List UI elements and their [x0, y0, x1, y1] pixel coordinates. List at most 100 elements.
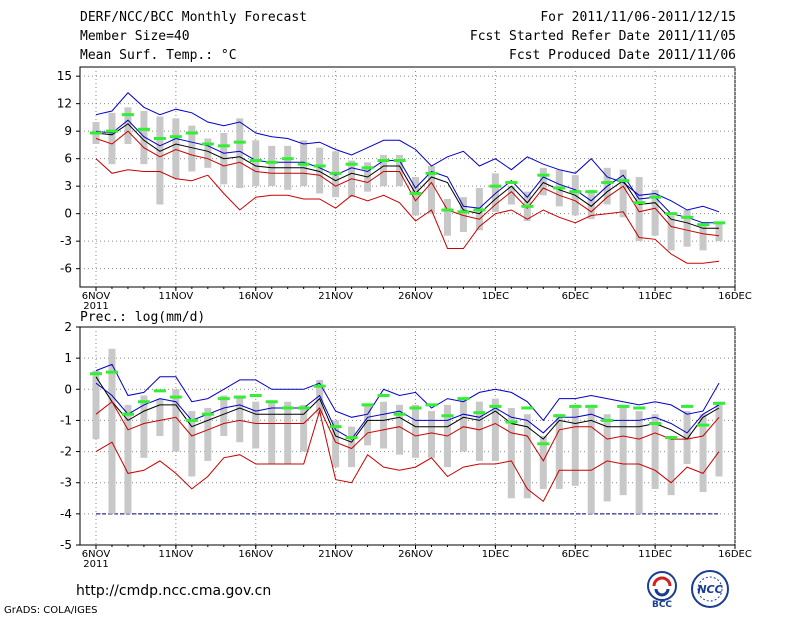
spread-box: [236, 395, 244, 443]
spread-box: [587, 407, 595, 514]
series-line-upper: [95, 119, 719, 224]
observed-mark: [233, 140, 246, 144]
observed-mark: [265, 160, 278, 164]
observed-mark: [425, 171, 438, 175]
panel-title: Prec.: log(mm/d): [80, 310, 205, 325]
spread-box: [683, 411, 691, 465]
series-line-upper: [95, 382, 720, 440]
grads-credit: GrADS: COLA/IGES: [4, 605, 98, 616]
spread-box: [348, 426, 356, 468]
y-tick-label: 0: [64, 207, 72, 221]
spread-box: [507, 186, 515, 205]
observed-mark: [345, 436, 358, 440]
spread-box: [715, 401, 723, 477]
observed-mark: [617, 179, 630, 183]
observed-mark: [697, 423, 710, 427]
observed-mark: [361, 403, 374, 407]
y-tick-label: -6: [60, 262, 72, 276]
spread-box: [300, 404, 308, 452]
observed-mark: [553, 186, 566, 190]
x-tick-label: 6NOV: [82, 291, 111, 302]
observed-mark: [409, 192, 422, 195]
spread-box: [491, 398, 499, 461]
spread-box: [555, 414, 563, 489]
observed-mark: [217, 397, 230, 401]
spread-box: [332, 420, 340, 468]
observed-mark: [105, 370, 118, 374]
observed-mark: [345, 162, 358, 166]
observed-mark: [329, 171, 342, 175]
spread-box: [108, 348, 116, 514]
spread-box: [619, 169, 627, 218]
observed-mark: [489, 404, 502, 408]
spread-box: [475, 401, 483, 461]
observed-mark: [201, 412, 214, 416]
observed-mark: [521, 406, 534, 410]
observed-mark: [665, 436, 678, 440]
member-size-label: Member Size=40: [80, 29, 190, 44]
spread-box: [571, 404, 579, 486]
observed-mark: [153, 137, 166, 140]
observed-mark: [601, 181, 614, 184]
observed-mark: [185, 131, 198, 135]
spread-box: [188, 125, 196, 172]
y-tick-label: 1: [64, 351, 72, 365]
y-tick-label: 9: [64, 124, 72, 138]
spread-box: [236, 118, 244, 188]
series-line-max: [95, 363, 720, 422]
spread-box: [140, 395, 148, 458]
y-tick-label: -5: [60, 538, 72, 552]
observed-mark: [249, 394, 262, 398]
spread-box: [204, 407, 212, 461]
spread-box: [587, 189, 595, 220]
observed-mark: [393, 159, 406, 162]
observed-mark: [217, 144, 230, 148]
spread-box: [204, 138, 212, 168]
series-line-min: [95, 409, 720, 503]
bcc-logo-arc: [652, 576, 672, 587]
spread-box: [380, 401, 388, 449]
spread-box: [188, 411, 196, 477]
spread-box: [539, 167, 547, 196]
y-tick-label: -1: [60, 413, 72, 427]
spread-box: [396, 404, 404, 455]
observed-mark: [121, 412, 134, 416]
ncc-logo-inner: [697, 576, 723, 602]
observed-mark: [473, 208, 486, 212]
spread-box: [380, 155, 388, 187]
y-tick-label: 6: [64, 152, 72, 166]
spread-box: [268, 145, 276, 187]
spread-box: [220, 395, 228, 436]
observed-mark: [457, 397, 470, 401]
observed-mark: [473, 411, 486, 415]
source-url[interactable]: http://cmdp.ncc.cma.gov.cn: [76, 583, 272, 599]
x-tick-label: 6DEC: [562, 549, 589, 560]
spread-box: [699, 414, 707, 493]
x-tick-year: 2011: [83, 559, 108, 570]
y-tick-label: -4: [60, 507, 72, 521]
spread-box: [92, 370, 100, 440]
observed-mark: [425, 403, 438, 407]
spread-box: [412, 404, 419, 458]
observed-mark: [377, 159, 390, 162]
spread-box: [715, 222, 723, 242]
observed-mark: [233, 395, 246, 399]
observed-mark: [681, 404, 694, 408]
observed-mark: [153, 389, 166, 393]
x-tick-label: 6NOV: [82, 549, 111, 560]
x-tick-label: 11NOV: [159, 549, 194, 560]
observed-mark: [649, 195, 662, 199]
observed-mark: [521, 204, 534, 208]
y-tick-label: -3: [60, 234, 72, 248]
spread-box: [667, 436, 675, 496]
observed-mark: [569, 190, 582, 194]
spread-box: [603, 414, 611, 502]
x-tick-label: 16DEC: [718, 291, 752, 302]
y-tick-label: 3: [64, 179, 72, 193]
bcc-logo: BCC: [647, 571, 677, 609]
spread-box: [459, 398, 467, 452]
observed-mark: [601, 418, 614, 422]
